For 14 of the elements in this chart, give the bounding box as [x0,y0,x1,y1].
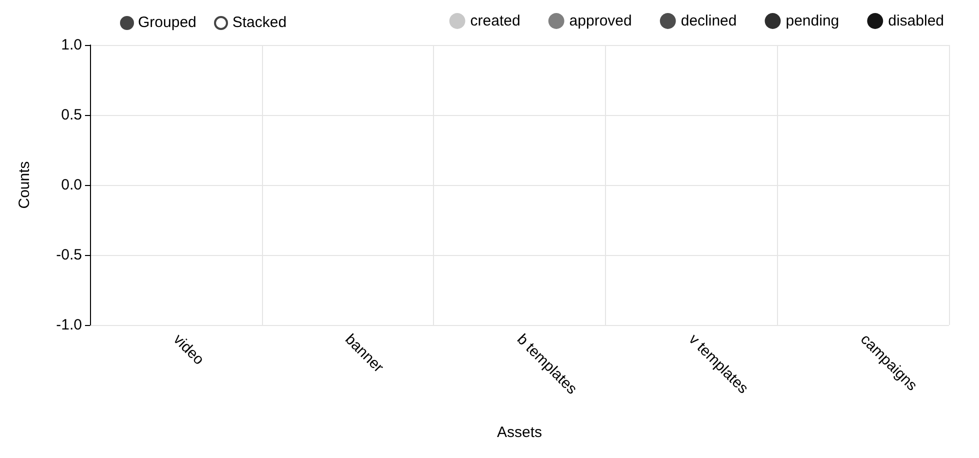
legend-label: approved [569,12,632,30]
x-axis-title: Assets [496,424,542,441]
legend-label: pending [786,12,840,30]
y-tick-label: 0.0 [61,176,82,194]
y-axis-title: Counts [16,161,33,209]
y-tick-label: 1.0 [61,36,82,54]
legend-label: declined [680,12,737,30]
text: Stacked [232,14,287,31]
y-tick-label: -0.5 [56,246,82,264]
legend-label: disabled [888,12,944,30]
text: Grouped [138,14,196,31]
y-tick-label: -1.0 [56,316,82,334]
y-tick-label: 0.5 [61,106,82,124]
legend-label: created [470,12,520,30]
